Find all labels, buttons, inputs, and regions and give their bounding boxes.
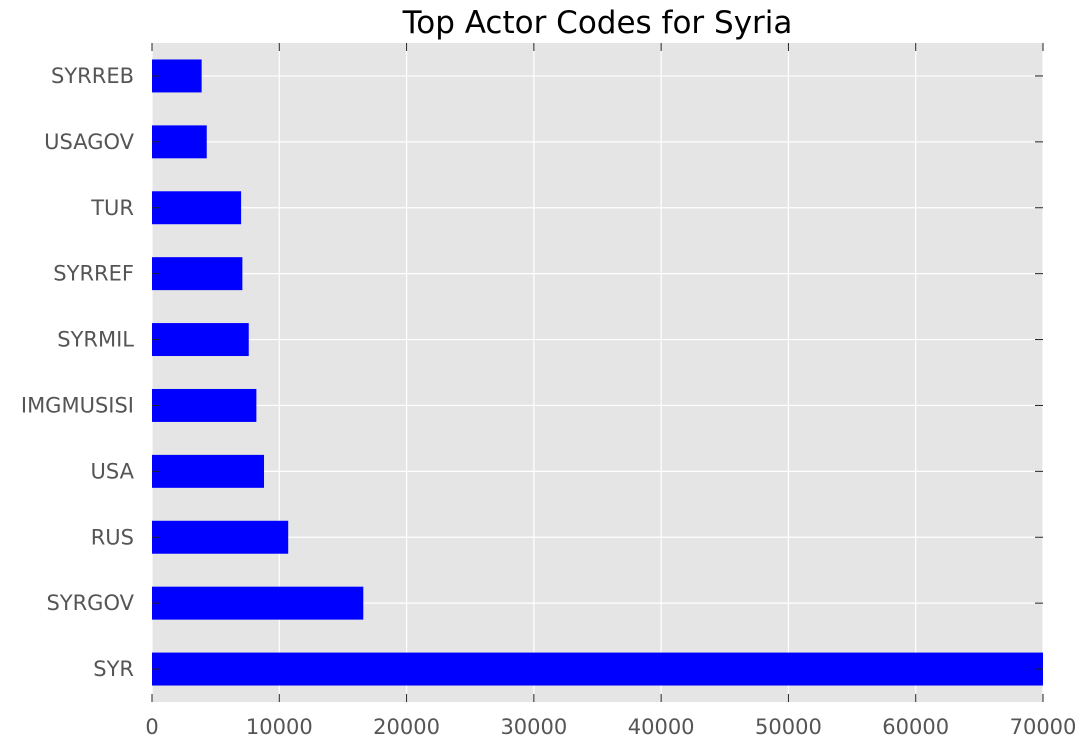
x-tick-label: 40000 [628,715,695,739]
x-tick-label: 60000 [882,715,949,739]
x-tick-label: 10000 [246,715,313,739]
bar-syrmil [152,323,249,357]
bar-tur [152,191,242,225]
bar-usagov [152,125,207,159]
bar-usa [152,454,265,488]
bar-syr [152,652,1043,686]
y-tick-label: SYRMIL [57,328,134,352]
bar-syrref [152,257,243,291]
y-tick-label: USA [91,459,135,483]
x-tick-label: 30000 [500,715,567,739]
tick-marks [151,43,1044,702]
y-tick-labels: SYR SYRGOV RUS USA IMGMUSISI SYRMIL SYRREF TUR U… [21,64,135,681]
x-tick-label: 50000 [755,715,822,739]
x-tick-label: 20000 [373,715,440,739]
bar-imgmusisi [152,388,257,422]
bars [152,59,1043,686]
y-tick-label: SYRREF [53,262,134,286]
y-tick-label: SYRREB [51,64,134,88]
bar-syrreb [152,59,202,93]
y-tick-label: RUS [91,525,134,549]
x-tick-label: 0 [145,715,158,739]
y-tick-label: USAGOV [44,130,135,154]
y-tick-label: TUR [90,196,134,220]
y-tick-label: SYRGOV [46,591,134,615]
x-tick-labels: 0 10000 20000 30000 40000 50000 60000 70000 [145,715,1076,739]
bar-rus [152,520,289,554]
bar-syrgov [152,586,364,620]
x-tick-label: 70000 [1010,715,1077,739]
y-tick-label: SYR [93,657,134,681]
y-tick-label: IMGMUSISI [21,393,134,417]
chart-title: Top Actor Codes for Syria [402,5,793,41]
